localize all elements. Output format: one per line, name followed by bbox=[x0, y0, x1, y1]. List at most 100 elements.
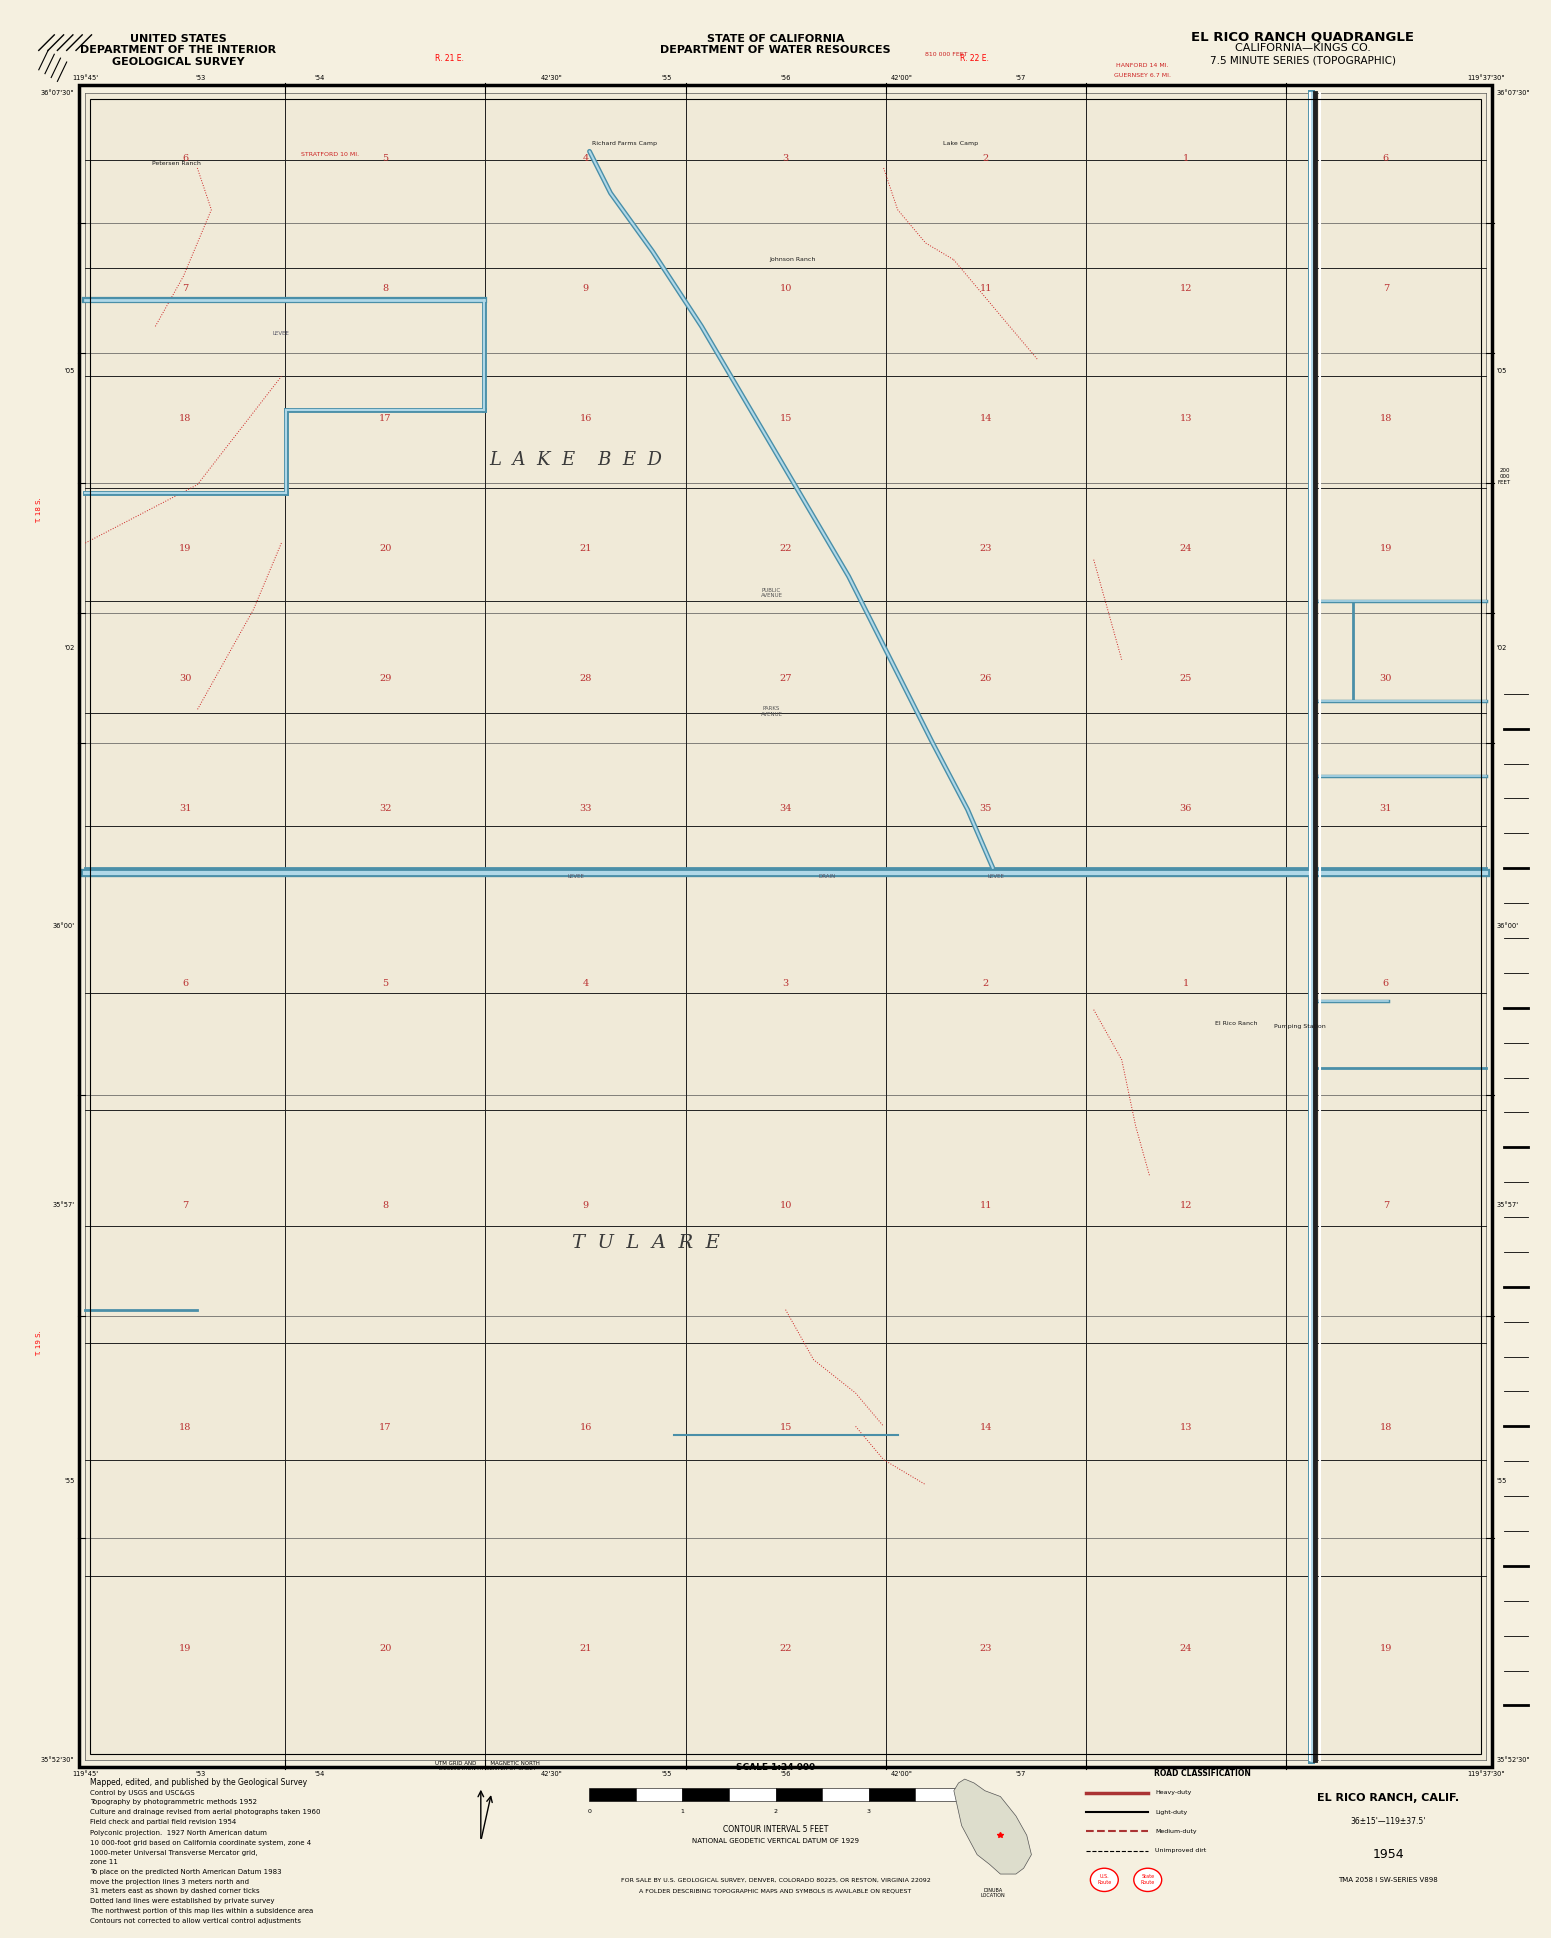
Text: 4: 4 bbox=[582, 979, 589, 988]
Text: GEOLOGICAL SURVEY: GEOLOGICAL SURVEY bbox=[112, 56, 245, 68]
Text: 36°07'30": 36°07'30" bbox=[40, 89, 74, 97]
Text: 31: 31 bbox=[178, 804, 192, 812]
Text: 9: 9 bbox=[583, 283, 588, 293]
Text: 9: 9 bbox=[583, 1202, 588, 1209]
Text: 23: 23 bbox=[979, 1643, 993, 1653]
Text: 15: 15 bbox=[780, 413, 791, 422]
Text: 5: 5 bbox=[383, 979, 388, 988]
Text: 42'00": 42'00" bbox=[890, 76, 914, 81]
Text: 24: 24 bbox=[1179, 1643, 1193, 1653]
Text: UTM GRID AND        MAGNETIC NORTH
DECLINATION AT CENTER OF SHEET: UTM GRID AND MAGNETIC NORTH DECLINATION … bbox=[434, 1760, 540, 1771]
Text: 20: 20 bbox=[380, 1643, 391, 1653]
Text: CONTOUR INTERVAL 5 FEET: CONTOUR INTERVAL 5 FEET bbox=[723, 1826, 828, 1833]
Text: 10: 10 bbox=[780, 283, 791, 293]
Text: 32: 32 bbox=[378, 804, 392, 812]
Text: Pumping Station: Pumping Station bbox=[1273, 1023, 1326, 1029]
Text: L  A  K  E    B  E  D: L A K E B E D bbox=[489, 452, 662, 469]
Bar bbox=[589, 1787, 636, 1802]
Bar bbox=[869, 1787, 915, 1802]
Text: Light-duty: Light-duty bbox=[1155, 1810, 1188, 1814]
Text: '05: '05 bbox=[64, 368, 74, 374]
Text: 7: 7 bbox=[1382, 1202, 1390, 1209]
Text: 31 meters east as shown by dashed corner ticks: 31 meters east as shown by dashed corner… bbox=[90, 1888, 259, 1895]
Text: 810 000 FEET: 810 000 FEET bbox=[926, 52, 968, 56]
Text: '55: '55 bbox=[1497, 1479, 1508, 1485]
Bar bbox=[636, 1787, 682, 1802]
Text: 7.5 MINUTE SERIES (TOPOGRAPHIC): 7.5 MINUTE SERIES (TOPOGRAPHIC) bbox=[1210, 54, 1396, 66]
Text: 14: 14 bbox=[979, 413, 993, 422]
Text: 33: 33 bbox=[579, 804, 592, 812]
Text: Unimproved dirt: Unimproved dirt bbox=[1155, 1849, 1207, 1853]
Text: DINUBA
LOCATION: DINUBA LOCATION bbox=[980, 1888, 1005, 1899]
Text: 21: 21 bbox=[579, 1643, 592, 1653]
Text: Dotted land lines were established by private survey: Dotted land lines were established by pr… bbox=[90, 1897, 275, 1905]
Bar bbox=[822, 1787, 869, 1802]
Text: 7: 7 bbox=[181, 283, 189, 293]
Text: '57: '57 bbox=[1016, 76, 1027, 81]
Bar bbox=[776, 1787, 822, 1802]
Text: 34: 34 bbox=[779, 804, 793, 812]
Polygon shape bbox=[954, 1779, 1031, 1874]
Text: '56: '56 bbox=[780, 76, 791, 81]
Text: GUERNSEY 6.7 MI.: GUERNSEY 6.7 MI. bbox=[1114, 74, 1171, 78]
Text: CALIFORNIA—KINGS CO.: CALIFORNIA—KINGS CO. bbox=[1235, 43, 1371, 54]
Text: 119°45': 119°45' bbox=[73, 76, 98, 81]
Text: 2: 2 bbox=[982, 153, 990, 163]
Text: 2: 2 bbox=[774, 1810, 777, 1814]
Text: 30: 30 bbox=[1380, 674, 1391, 682]
Text: T. 18 S.: T. 18 S. bbox=[36, 496, 42, 523]
Text: STATE OF CALIFORNIA: STATE OF CALIFORNIA bbox=[707, 33, 844, 45]
Text: The northwest portion of this map lies within a subsidence area: The northwest portion of this map lies w… bbox=[90, 1907, 313, 1915]
Text: U.S.
Route: U.S. Route bbox=[1097, 1874, 1112, 1886]
Text: 3: 3 bbox=[782, 153, 789, 163]
Text: 8: 8 bbox=[383, 283, 388, 293]
Text: 42'00": 42'00" bbox=[890, 1771, 914, 1777]
Text: EL RICO RANCH QUADRANGLE: EL RICO RANCH QUADRANGLE bbox=[1191, 31, 1415, 43]
Text: 3: 3 bbox=[867, 1810, 870, 1814]
Bar bbox=[729, 1787, 776, 1802]
Text: TMA 2058 I SW-SERIES V898: TMA 2058 I SW-SERIES V898 bbox=[1339, 1876, 1438, 1884]
Text: 22: 22 bbox=[779, 1643, 793, 1653]
Text: 18: 18 bbox=[180, 1422, 191, 1432]
Text: 18: 18 bbox=[180, 413, 191, 422]
Text: 6: 6 bbox=[183, 153, 188, 163]
Text: 1000-meter Universal Transverse Mercator grid,: 1000-meter Universal Transverse Mercator… bbox=[90, 1849, 257, 1857]
Text: '55: '55 bbox=[661, 1771, 672, 1777]
Text: '05: '05 bbox=[1497, 368, 1508, 374]
Text: 13: 13 bbox=[1179, 1422, 1193, 1432]
Text: 7: 7 bbox=[1382, 283, 1390, 293]
Text: '55: '55 bbox=[661, 76, 672, 81]
Text: '55: '55 bbox=[64, 1479, 74, 1485]
Text: Topography by photogrammetric methods 1952: Topography by photogrammetric methods 19… bbox=[90, 1798, 257, 1806]
Text: 30: 30 bbox=[180, 674, 191, 682]
Text: 27: 27 bbox=[779, 674, 793, 682]
Text: zone 11: zone 11 bbox=[90, 1859, 118, 1866]
Text: ROAD CLASSIFICATION: ROAD CLASSIFICATION bbox=[1154, 1769, 1250, 1777]
Text: PARKS
AVENUE: PARKS AVENUE bbox=[760, 705, 783, 717]
Text: Contours not corrected to allow vertical control adjustments: Contours not corrected to allow vertical… bbox=[90, 1917, 301, 1924]
Text: '02: '02 bbox=[64, 645, 74, 651]
Text: 119°45': 119°45' bbox=[73, 1771, 98, 1777]
Text: 20: 20 bbox=[380, 543, 391, 552]
Text: 1: 1 bbox=[1182, 979, 1190, 988]
Text: T. 19 S.: T. 19 S. bbox=[36, 1329, 42, 1357]
Text: move the projection lines 3 meters north and: move the projection lines 3 meters north… bbox=[90, 1878, 250, 1886]
Text: DEPARTMENT OF THE INTERIOR: DEPARTMENT OF THE INTERIOR bbox=[81, 45, 276, 56]
Text: 18: 18 bbox=[1380, 413, 1391, 422]
Text: 8: 8 bbox=[383, 1202, 388, 1209]
Text: Petersen Ranch: Petersen Ranch bbox=[152, 161, 200, 165]
Text: T  U  L  A  R  E: T U L A R E bbox=[572, 1235, 720, 1252]
Text: El Rico Ranch: El Rico Ranch bbox=[1216, 1021, 1258, 1025]
Text: 42'30": 42'30" bbox=[541, 1771, 563, 1777]
Bar bbox=[79, 85, 1492, 1767]
Text: FOR SALE BY U.S. GEOLOGICAL SURVEY, DENVER, COLORADO 80225, OR RESTON, VIRGINIA : FOR SALE BY U.S. GEOLOGICAL SURVEY, DENV… bbox=[620, 1878, 931, 1882]
Text: 31: 31 bbox=[1379, 804, 1393, 812]
Text: 28: 28 bbox=[580, 674, 591, 682]
Text: 19: 19 bbox=[1380, 1643, 1391, 1653]
Text: Polyconic projection.  1927 North American datum: Polyconic projection. 1927 North America… bbox=[90, 1829, 267, 1837]
Text: 11: 11 bbox=[979, 283, 993, 293]
Text: 35°52'30": 35°52'30" bbox=[40, 1756, 74, 1764]
Text: EL RICO RANCH, CALIF.: EL RICO RANCH, CALIF. bbox=[1317, 1793, 1459, 1804]
Text: To place on the predicted North American Datum 1983: To place on the predicted North American… bbox=[90, 1868, 282, 1876]
Text: 36°07'30": 36°07'30" bbox=[1497, 89, 1531, 97]
